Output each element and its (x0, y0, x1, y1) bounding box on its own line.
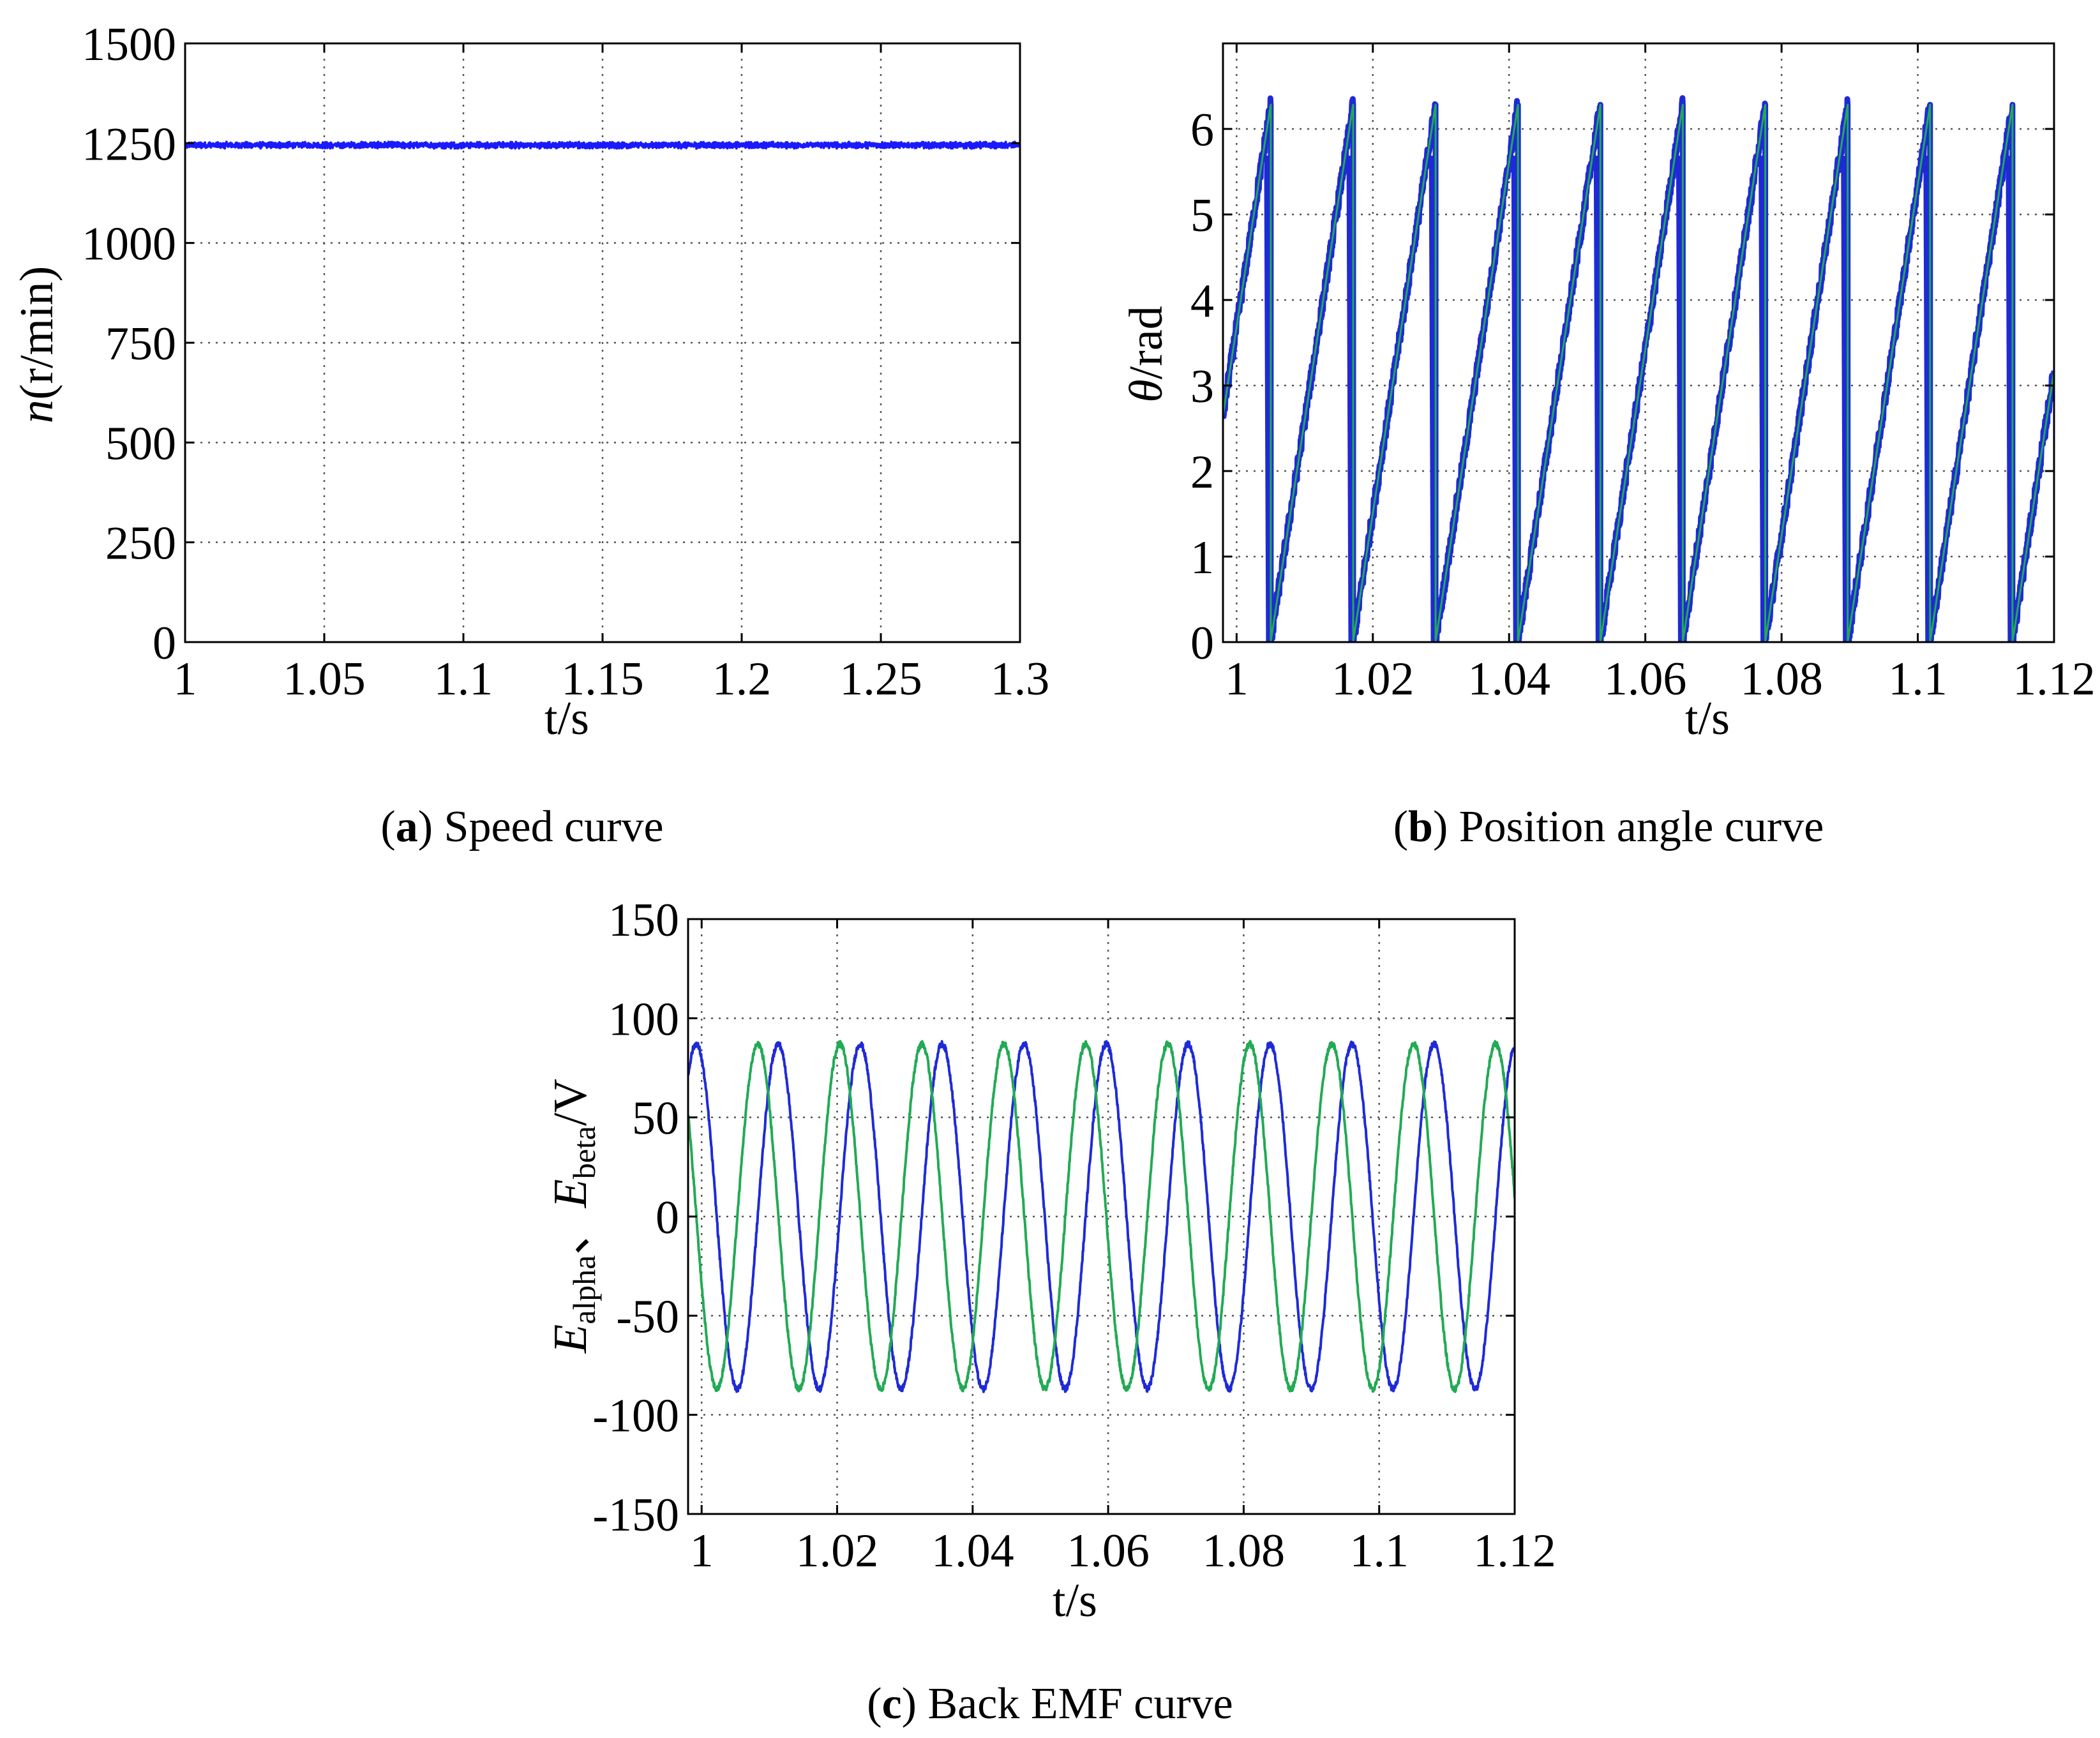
x-tick-labels: 1 1.02 1.04 1.06 1.08 1.1 1.12 (1225, 653, 2096, 705)
y-axis-e-alpha: E (544, 1324, 597, 1354)
y-axis-alpha-subscript: alpha (566, 1255, 602, 1324)
series-lines (185, 140, 1020, 150)
y-tick-label: 0 (153, 617, 176, 670)
y-tick-label: 100 (608, 993, 679, 1045)
x-tick-label: 1.3 (991, 653, 1050, 705)
caption-b-label: b (1408, 802, 1433, 851)
y-tick-label: 1000 (82, 218, 176, 271)
x-tick-label: 1.08 (1740, 653, 1823, 705)
x-tick-label: 1.25 (839, 653, 922, 705)
y-axis-unit: (r/min) (11, 266, 63, 400)
grid-lines (688, 919, 1515, 1514)
plot-frame (1222, 42, 2055, 643)
x-tick-label: 1.04 (1467, 653, 1550, 705)
x-tick-label: 1.02 (796, 1525, 879, 1577)
y-axis-separator: 、 (544, 1208, 597, 1255)
x-tick-label: 1.06 (1604, 653, 1687, 705)
x-tick-label: 1 (1225, 653, 1249, 705)
y-tick-label: 5 (1190, 190, 1214, 242)
axis-ticks (184, 42, 1021, 643)
x-tick-label: 1.06 (1067, 1525, 1150, 1577)
y-tick-label: 1500 (82, 19, 176, 71)
x-tick-label: 1.02 (1331, 653, 1414, 705)
series-lines (688, 1040, 1515, 1393)
y-tick-label: 750 (105, 318, 176, 370)
x-tick-label: 1.12 (1473, 1525, 1556, 1577)
x-tick-label: 1.1 (434, 653, 493, 705)
series-line-speed (185, 140, 1020, 150)
series-lines (1223, 95, 2054, 642)
caption-b-text: Position angle curve (1459, 802, 1824, 851)
y-tick-labels: 0 1 2 3 4 5 6 (1190, 104, 1214, 670)
x-axis-title: t/s (1685, 693, 1730, 745)
series-line-actual-angle (1223, 103, 2054, 642)
y-tick-label: 0 (1190, 617, 1214, 670)
y-axis-e-beta: E (544, 1179, 597, 1208)
caption-a-text: Speed curve (444, 802, 664, 851)
x-tick-labels: 1 1.02 1.04 1.06 1.08 1.1 1.12 (690, 1525, 1556, 1577)
y-tick-label: 250 (105, 518, 176, 570)
x-tick-label: 1.15 (561, 653, 644, 705)
x-axis-title: t/s (1053, 1575, 1097, 1627)
axis-ticks (1223, 43, 2055, 643)
caption-c-text: Back EMF curve (927, 1679, 1233, 1728)
x-tick-labels: 1 1.05 1.1 1.15 1.2 1.25 1.3 (174, 653, 1050, 705)
grid-lines (185, 43, 1020, 642)
y-axis-beta-subscript: beta (566, 1126, 602, 1179)
y-tick-label: 3 (1190, 361, 1214, 413)
x-tick-label: 1.05 (283, 653, 366, 705)
y-tick-label: 0 (656, 1192, 679, 1244)
y-tick-label: -50 (616, 1291, 679, 1343)
y-tick-label: 6 (1190, 104, 1214, 156)
x-tick-label: 1.2 (712, 653, 772, 705)
x-tick-label: 1.1 (1349, 1525, 1409, 1577)
y-axis-unit: /V (544, 1079, 597, 1126)
y-tick-label: 50 (632, 1093, 679, 1145)
series-line-E_beta (688, 1040, 1515, 1393)
chart-back-emf: 1 1.02 1.04 1.06 1.08 1.1 1.12 -150 -100 -50 0 50 1… (544, 894, 1556, 1728)
x-axis-title: t/s (544, 693, 589, 745)
y-axis-title: θ/rad (1120, 306, 1173, 402)
y-axis-unit: /rad (1120, 306, 1173, 379)
y-tick-label: -100 (592, 1390, 679, 1442)
y-axis-variable: n (11, 400, 63, 423)
y-tick-label: 1250 (82, 118, 176, 170)
y-axis-variable: θ (1120, 379, 1173, 402)
caption-c-label: c (882, 1679, 902, 1728)
caption-a-label: a (396, 802, 418, 851)
y-axis-title: n(r/min) (11, 266, 63, 424)
x-tick-label: 1.08 (1203, 1525, 1286, 1577)
y-tick-label: 2 (1190, 446, 1214, 498)
y-axis-title: Ealpha、Ebeta/V (544, 1079, 602, 1354)
y-tick-label: 1 (1190, 532, 1214, 584)
chart-speed: 1 1.05 1.1 1.15 1.2 1.25 1.3 0 250 500 750 1000 125… (11, 19, 1049, 851)
caption-a: (a) Speed curve (380, 802, 663, 851)
caption-c: (c) Back EMF curve (867, 1679, 1233, 1728)
x-tick-label: 1.1 (1888, 653, 1947, 705)
x-tick-label: 1 (174, 653, 197, 705)
x-tick-label: 1 (690, 1525, 714, 1577)
y-tick-label: 150 (608, 894, 679, 947)
x-tick-label: 1.04 (931, 1525, 1014, 1577)
series-line-E_alpha (688, 1040, 1515, 1393)
y-tick-label: -150 (592, 1489, 679, 1541)
x-tick-label: 1.12 (2013, 653, 2096, 705)
caption-b: (b) Position angle curve (1393, 802, 1824, 851)
axis-ticks (688, 918, 1516, 1515)
y-tick-label: 500 (105, 417, 176, 470)
y-tick-label: 4 (1190, 275, 1214, 327)
y-tick-labels: 0 250 500 750 1000 1250 1500 (82, 19, 176, 670)
y-tick-labels: -150 -100 -50 0 50 100 150 (592, 894, 679, 1541)
